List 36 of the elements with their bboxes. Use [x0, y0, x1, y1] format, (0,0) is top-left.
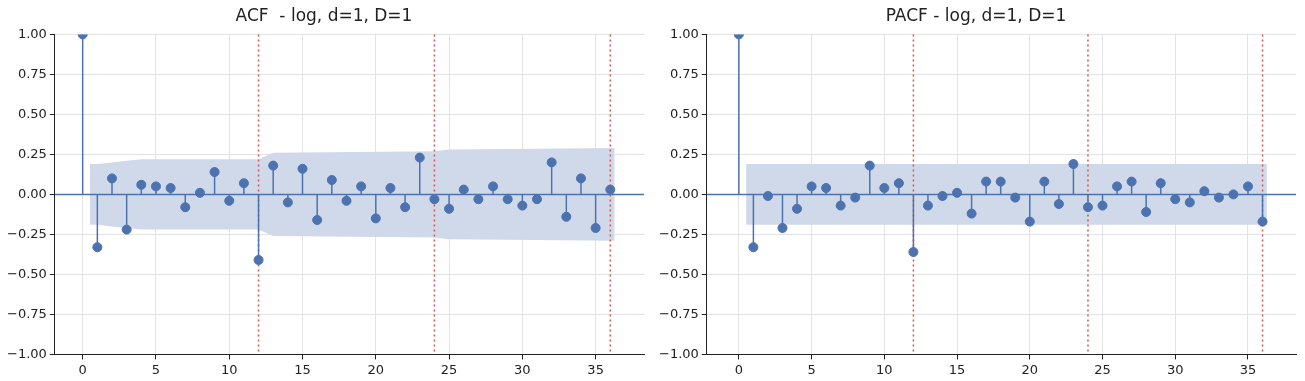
y-tick-label: −1.00 — [658, 345, 699, 361]
x-tick-label: 0 — [78, 361, 87, 377]
x-tick-label: 15 — [948, 361, 966, 377]
y-tick-label: −0.25 — [6, 225, 47, 241]
y-tick-label: 0.25 — [669, 145, 699, 161]
chart-title: ACF - log, d=1, D=1 — [235, 4, 413, 25]
y-tick-label: −0.50 — [658, 265, 699, 281]
x-tick-label: 30 — [514, 361, 531, 377]
y-tick-label: −0.25 — [658, 225, 699, 241]
x-tick-label: 10 — [220, 361, 238, 377]
y-tick-label: 0.75 — [17, 65, 47, 81]
y-tick-label: −1.00 — [6, 345, 47, 361]
x-tick-label: 25 — [1094, 361, 1111, 377]
chart-title: PACF - log, d=1, D=1 — [885, 4, 1067, 25]
y-tick-label: 0.50 — [669, 105, 699, 121]
y-tick-label: 0.50 — [17, 105, 47, 121]
x-tick-label: 0 — [734, 361, 743, 377]
x-tick-label: 35 — [1239, 361, 1257, 377]
x-tick-label: 30 — [1166, 361, 1184, 377]
y-tick-label: 0.75 — [669, 65, 699, 81]
x-tick-label: 25 — [440, 361, 458, 377]
x-tick-label: 20 — [367, 361, 385, 377]
y-tick-label: 0.00 — [669, 185, 699, 201]
x-tick-label: 20 — [1021, 361, 1039, 377]
y-tick-label: 1.00 — [17, 25, 47, 41]
x-tick-label: 35 — [587, 361, 604, 377]
y-tick-label: −0.50 — [6, 265, 47, 281]
y-tick-label: 1.00 — [669, 25, 699, 41]
x-tick-label: 5 — [807, 361, 816, 377]
x-tick-label: 15 — [294, 361, 311, 377]
y-tick-label: −0.75 — [6, 305, 47, 321]
y-tick-label: 0.25 — [17, 145, 47, 161]
y-tick-label: 0.00 — [17, 185, 47, 201]
y-tick-label: −0.75 — [658, 305, 699, 321]
x-tick-label: 10 — [876, 361, 893, 377]
x-tick-label: 5 — [151, 361, 161, 377]
